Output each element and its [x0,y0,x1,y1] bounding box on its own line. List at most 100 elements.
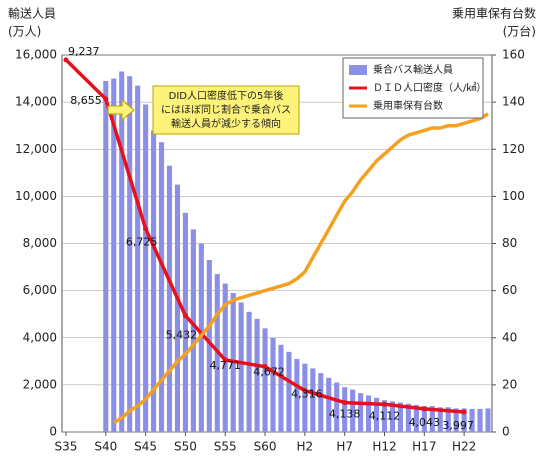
legend-label: ＤＩＤ人口密度（人/㎢） [373,81,486,94]
bar [445,407,451,432]
bar [429,406,435,432]
data-label: 4,316 [291,388,323,401]
bar [358,393,364,432]
bar [318,373,324,432]
bar [262,328,268,432]
x-tick-label: S55 [214,440,237,454]
y-tick-label: 14,000 [15,95,57,109]
y2-tick-label: 0 [502,425,510,439]
bar [413,404,419,432]
x-tick-label: H2 [297,440,314,454]
bar [127,76,133,433]
x-tick-label: S45 [134,440,157,454]
bar [103,80,109,432]
bar [437,407,443,432]
x-tick-label: H12 [372,440,396,454]
bar [461,408,467,432]
bar [111,78,117,432]
legend-swatch [349,65,367,75]
bar [405,403,411,432]
annotation-text: にはほぼ同じ割合で乗合バス [161,103,291,116]
y-tick-label: 0 [49,425,57,439]
legend-label: 乗合バス輸送人員 [373,63,453,76]
x-tick-label: H7 [336,440,353,454]
bar [238,302,244,432]
bar [477,408,483,432]
bar [158,142,165,432]
bar [254,318,260,432]
bar [270,337,276,432]
bar [373,397,380,432]
bar [206,259,212,432]
bar [246,311,252,432]
line-point [63,57,69,63]
y2-title: 乗用車保有台数 [452,6,536,21]
line-point [382,401,387,407]
legend-label: 乗用車保有台数 [373,99,443,112]
x-tick-label: S40 [94,440,117,454]
bar [350,389,356,432]
bar [143,104,149,432]
bar [381,400,388,432]
bar [190,229,196,432]
bar [421,406,427,432]
line-point [342,400,348,406]
y-title-unit: (万人) [8,25,41,39]
bar [302,363,308,432]
bar [294,358,300,432]
bar [469,408,475,432]
y2-tick-label: 20 [502,377,517,391]
data-label: 4,672 [253,366,285,379]
data-label: 4,771 [209,359,241,372]
annotation-text: DID人口密度低下の5年後 [169,89,284,102]
line-point [302,388,308,394]
data-label: 4,112 [369,409,401,422]
y2-tick-label: 80 [502,236,517,250]
annotation-text: 輸送人員が減少する傾向 [171,117,281,130]
line-point [421,406,427,412]
bar [182,212,188,432]
bar [278,344,284,432]
x-tick-label: S35 [55,440,78,454]
data-label: 6,725 [126,236,158,249]
annotation-box [152,85,300,135]
bar [397,402,403,432]
bar [342,387,348,432]
data-label: 9,237 [68,45,100,58]
y-tick-label: 16,000 [15,48,57,62]
bar [453,408,459,432]
x-tick-label: S60 [254,440,277,454]
annotation-arrow [107,98,135,122]
line-point [182,313,188,319]
bar [389,401,396,432]
y2-tick-label: 120 [502,142,525,156]
y-tick-label: 2,000 [23,377,57,391]
bar [334,382,340,432]
bar [326,377,332,432]
bar [119,71,125,433]
legend: 乗合バス輸送人員 ＤＩＤ人口密度（人/㎢） 乗用車保有台数 [342,57,486,119]
y2-tick-label: 60 [502,283,517,297]
y2-tick-label: 160 [502,48,525,62]
y-tick-label: 8,000 [23,236,57,250]
y-tick-label: 4,000 [23,330,57,344]
y-tick-label: 10,000 [15,189,57,203]
bar [174,184,181,432]
x-tick-label: H17 [412,440,436,454]
bar [310,368,316,432]
line-point [143,226,149,232]
bar [286,351,292,432]
data-label: 8,655 [70,94,102,107]
y-tick-label: 6,000 [23,283,57,297]
line-point [103,96,109,102]
data-label: 4,043 [409,416,441,429]
y-title: 輸送人員 [8,6,56,21]
line-point [461,409,467,415]
bar [366,395,372,432]
y2-title-unit: (万台) [503,24,536,39]
bar [151,130,157,432]
line [112,112,489,425]
y-tick-label: 12,000 [15,142,57,156]
y2-tick-label: 140 [502,95,525,109]
